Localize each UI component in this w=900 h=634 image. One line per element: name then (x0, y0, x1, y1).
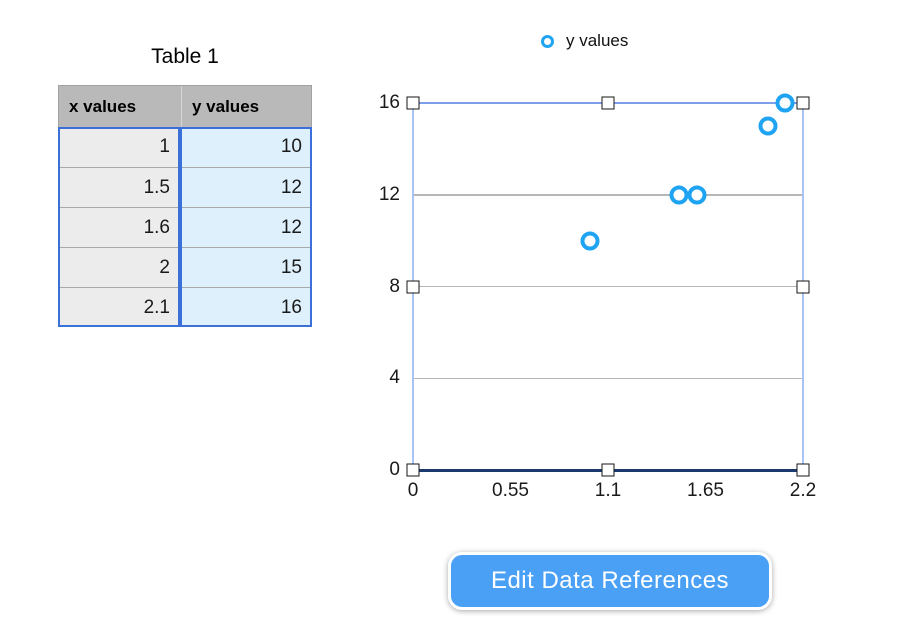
h-gridline (413, 194, 803, 196)
x-axis-tick-label: 1.1 (594, 480, 622, 501)
data-point[interactable] (758, 116, 778, 136)
data-point[interactable] (580, 231, 600, 251)
table-body: 1 10 1.5 12 1.6 12 2 15 2.1 16 (58, 127, 312, 327)
h-gridline (413, 285, 803, 288)
y-axis-tick-label: 16 (378, 92, 400, 113)
selection-handle[interactable] (406, 463, 420, 477)
table-header-row: x values y values (58, 85, 312, 127)
table-row: 1 10 (58, 127, 312, 167)
table-row: 1.6 12 (58, 207, 312, 247)
data-point[interactable] (669, 185, 689, 205)
x-axis-tick-label: 2.2 (789, 480, 817, 501)
table-cell[interactable]: 16 (180, 287, 312, 327)
table-cell[interactable]: 2.1 (58, 287, 180, 327)
y-axis-tick-label: 0 (389, 459, 400, 480)
table-cell[interactable]: 1.6 (58, 207, 180, 247)
table-title: Table 1 (151, 45, 219, 68)
table-cell[interactable]: 10 (180, 127, 312, 167)
table-cell[interactable]: 15 (180, 247, 312, 287)
y-axis-tick-label: 4 (389, 367, 400, 389)
table-cell[interactable]: 12 (180, 167, 312, 207)
selection-handle[interactable] (601, 463, 615, 477)
column-header-x-values[interactable]: x values (69, 96, 137, 116)
table-row: 2 15 (58, 247, 312, 287)
y-axis-tick-label: 12 (378, 183, 400, 205)
legend-label: y values (566, 31, 629, 50)
x-axis-tick-label: 0.55 (492, 480, 529, 501)
selection-handle[interactable] (796, 280, 810, 293)
data-point[interactable] (687, 185, 707, 205)
table-cell[interactable]: 1 (58, 127, 180, 167)
selection-handle[interactable] (601, 96, 615, 110)
legend-marker-icon (541, 34, 554, 48)
y-axis-tick-label: 8 (389, 275, 400, 297)
data-table[interactable]: x values y values 1 10 1.5 12 1.6 12 2 15 2.1 16 (58, 85, 312, 327)
table-row: 2.1 16 (58, 287, 312, 327)
chart-legend[interactable]: y values (541, 31, 628, 51)
table-cell[interactable]: 1.5 (58, 167, 180, 207)
edit-data-references-button[interactable]: Edit Data References (448, 552, 772, 610)
column-header-y-values[interactable]: y values (181, 86, 313, 127)
selection-handle[interactable] (796, 96, 810, 110)
selection-handle[interactable] (406, 96, 420, 110)
data-point[interactable] (775, 93, 795, 113)
table-cell[interactable]: 2 (58, 247, 180, 287)
selection-handle[interactable] (406, 280, 420, 293)
h-gridline (413, 377, 803, 379)
table-cell[interactable]: 12 (180, 207, 312, 247)
table-row: 1.5 12 (58, 167, 312, 207)
x-axis-tick-label: 0 (407, 480, 419, 501)
selection-handle[interactable] (796, 463, 810, 477)
x-axis-tick-label: 1.65 (687, 480, 724, 501)
